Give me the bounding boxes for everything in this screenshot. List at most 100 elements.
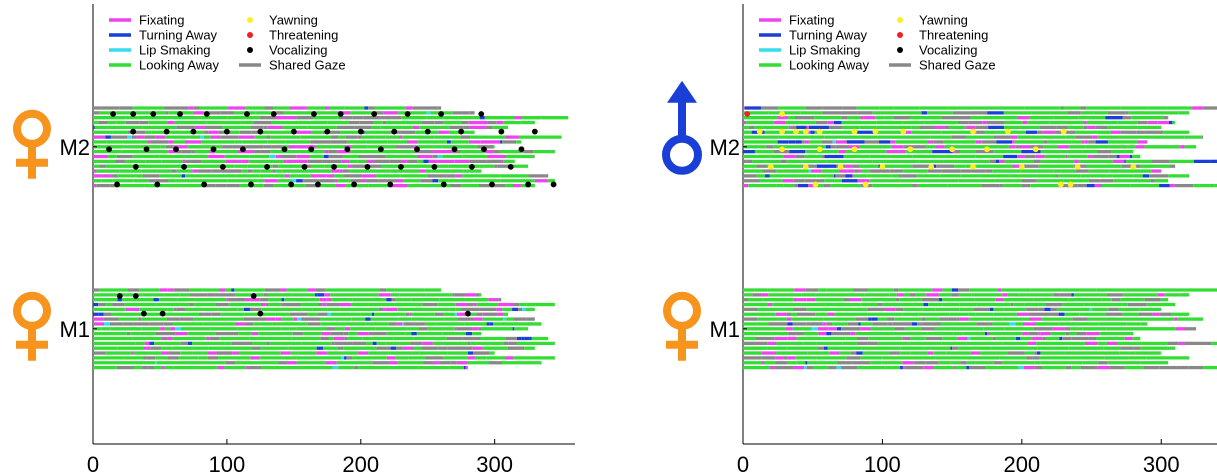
vocalizing-marker [159,310,166,317]
yawning-marker [1057,181,1064,188]
x-tick-label: 0 [737,452,749,475]
x-tick-label: 300 [1143,452,1180,475]
yawning-marker [756,128,763,135]
vocalizing-marker [106,146,112,153]
vocalizing-marker [301,163,308,170]
legend-swatch [897,32,903,38]
vocalizing-marker [458,128,465,135]
yawning-marker [907,146,914,153]
x-tick-label: 200 [1003,452,1040,475]
vocalizing-marker [181,163,187,170]
vocalizing-marker [288,181,295,188]
vocalizing-marker [130,111,137,117]
legend-label: Lip Smaking [139,43,211,58]
vocalizing-marker [132,163,139,170]
row-group: M2 [13,106,569,188]
legend-label: Yawning [269,13,318,28]
vocalizing-marker [264,163,270,170]
vocalizing-marker [478,111,485,117]
vocalizing-marker [469,163,475,170]
yawning-marker [793,128,799,135]
yawning-marker [872,128,879,135]
vocalizing-marker [150,111,157,117]
vocalizing-marker [201,181,208,188]
yawning-marker [837,163,844,170]
legend-item: Looking Away [759,58,869,73]
female-icon [663,291,701,361]
legend-label: Looking Away [139,58,219,73]
yawning-marker [984,146,990,153]
legend-label: Turning Away [789,28,868,43]
legend-item: Yawning [897,13,968,28]
legend-item: Shared Gaze [889,58,996,73]
legend-item: Vocalizing [247,43,328,58]
vocalizing-marker [518,146,525,153]
vocalizing-marker [438,111,445,117]
yawning-marker [802,128,809,135]
vocalizing-marker [391,128,398,135]
legend-item: Turning Away [109,28,218,43]
yawning-marker [816,146,823,153]
x-tick-label: 100 [864,452,901,475]
vocalizing-marker [270,111,277,117]
yawning-marker [767,163,774,170]
row-group: M1 [663,288,1217,370]
legend-label: Fixating [789,13,835,28]
vocalizing-marker [377,146,384,153]
vocalizing-marker [404,111,411,117]
group-label: M1 [709,317,740,342]
yawning-marker [862,181,869,188]
vocalizing-marker [371,111,378,117]
yawning-marker [1074,163,1081,170]
yawning-marker [851,146,858,153]
legend-item: Yawning [247,13,318,28]
legend-label: Turning Away [139,28,218,43]
legend-item: Shared Gaze [239,58,346,73]
yawning-marker [779,128,785,135]
yawning-marker [779,146,785,153]
legend-label: Vocalizing [919,43,978,58]
vocalizing-marker [248,181,254,188]
group-label: M2 [709,135,740,160]
vocalizing-marker [116,293,123,299]
yawning-marker [802,163,809,170]
vocalizing-marker [431,163,438,170]
vocalizing-marker [489,181,495,188]
yawning-marker [928,163,935,170]
vocalizing-marker [257,128,264,135]
row-group: M1 [13,288,555,370]
yawning-marker [779,111,785,117]
x-tick-label: 200 [342,452,379,475]
x-tick-label: 100 [209,452,246,475]
vocalizing-marker [357,128,364,135]
vocalizing-marker [281,146,288,153]
vocalizing-marker [550,181,557,188]
legend-label: Threatening [919,28,988,43]
legend-item: Lip Smaking [109,43,211,58]
legend-label: Shared Gaze [919,58,996,73]
yawning-marker [1130,163,1137,170]
legend-item: Vocalizing [897,43,978,58]
yawning-marker [900,128,907,135]
vocalizing-marker [324,128,331,135]
legend-item: Looking Away [109,58,219,73]
yawning-marker [812,181,819,188]
legend-label: Shared Gaze [269,58,346,73]
female-icon [13,291,51,361]
vocalizing-marker [244,111,250,117]
vocalizing-marker [315,181,321,188]
vocalizing-marker [240,146,246,153]
vocalizing-marker [143,146,150,153]
vocalizing-marker [257,310,264,317]
vocalizing-marker [210,146,217,153]
yawning-marker [1067,181,1074,188]
vocalizing-marker [344,146,351,153]
vocalizing-marker [219,163,226,170]
legend-item: Threatening [897,28,988,43]
legend-swatch [247,17,253,23]
vocalizing-marker [351,181,357,188]
vocalizing-marker [311,111,317,117]
